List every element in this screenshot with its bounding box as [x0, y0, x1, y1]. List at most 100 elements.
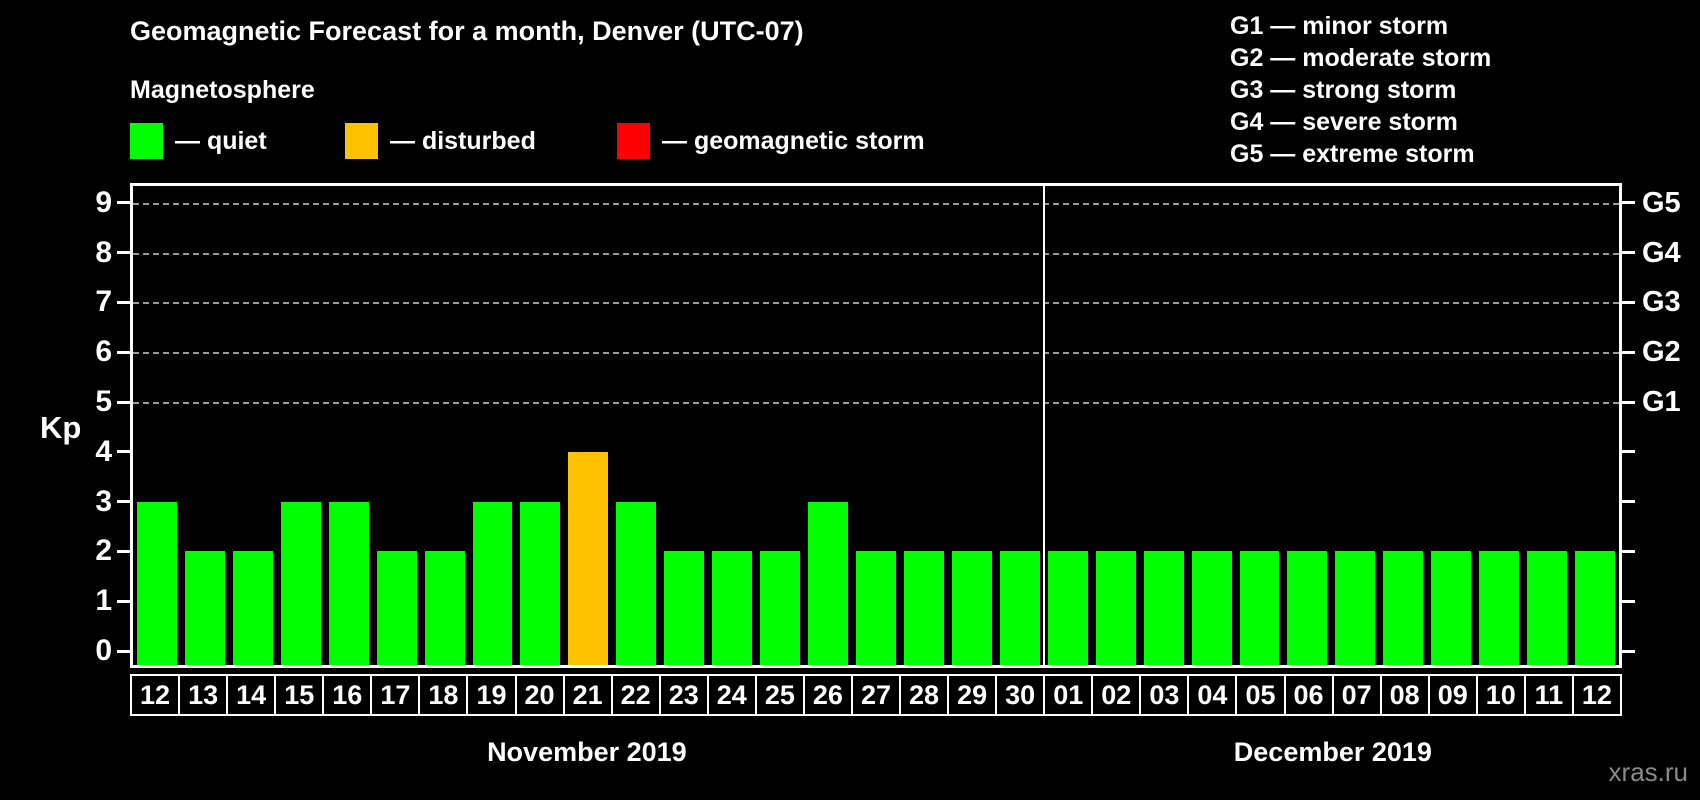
- kp-bar-december-09: [1431, 551, 1472, 665]
- y-axis-tick-label: 1: [95, 584, 112, 618]
- date-cell: 24: [706, 674, 757, 716]
- date-cell: 14: [226, 674, 277, 716]
- y-axis-tick-right: [1622, 350, 1635, 354]
- month-label-november: November 2019: [487, 737, 687, 767]
- kp-bar-november-30: [999, 551, 1040, 665]
- kp-bar-december-11: [1527, 551, 1568, 665]
- date-cell: 11: [1523, 674, 1574, 716]
- y-axis-tick-label: 7: [95, 285, 112, 319]
- date-axis: 12 13 14 15 16 17 18 19 20 21 22 23 24 25 26 27 28 29 30 01…: [130, 674, 1622, 716]
- y-axis-tick-left: [117, 549, 130, 553]
- kp-bar-november-13: [184, 551, 225, 665]
- y-axis-tick-label: 4: [95, 434, 112, 468]
- kp-bar-november-24: [712, 551, 753, 665]
- gridline-kp9: [133, 202, 1619, 205]
- legend-label: — disturbed: [390, 126, 536, 155]
- kp-bar-december-06: [1287, 551, 1328, 665]
- kp-bar-december-01: [1047, 551, 1088, 665]
- kp-bar-november-23: [664, 551, 705, 665]
- kp-bar-december-03: [1143, 551, 1184, 665]
- y-axis-tick-left: [117, 500, 130, 504]
- kp-bar-december-05: [1239, 551, 1280, 665]
- gridline-kp7: [133, 302, 1619, 305]
- disturbed-swatch-icon: [345, 123, 378, 159]
- y-axis-tick-label: 3: [95, 484, 112, 518]
- y-axis-tick-label: 8: [95, 235, 112, 269]
- y-axis-tick-left: [117, 599, 130, 603]
- y-axis-tick-right: [1622, 201, 1635, 205]
- gridline-kp6: [133, 352, 1619, 355]
- kp-bar-november-25: [760, 551, 801, 665]
- kp-bar-november-28: [903, 551, 944, 665]
- kp-bar-november-18: [424, 551, 465, 665]
- kp-bar-november-16: [328, 501, 369, 665]
- date-cell: 18: [418, 674, 469, 716]
- date-cell: 22: [610, 674, 661, 716]
- date-cell: 21: [562, 674, 613, 716]
- kp-bar-december-07: [1335, 551, 1376, 665]
- kp-bar-november-14: [232, 551, 273, 665]
- date-cell: 04: [1187, 674, 1238, 716]
- kp-bar-december-12: [1575, 551, 1615, 665]
- kp-bar-november-15: [280, 501, 321, 665]
- g-legend-line: G1 — minor storm: [1230, 12, 1449, 40]
- date-cell: 16: [322, 674, 373, 716]
- kp-bar-december-08: [1383, 551, 1424, 665]
- storm-swatch-icon: [617, 123, 650, 159]
- date-cell: 28: [899, 674, 950, 716]
- y-axis-tick-right: [1622, 599, 1635, 603]
- g-legend-line: G5 — extreme storm: [1230, 140, 1475, 168]
- date-cell: 12: [130, 674, 181, 716]
- month-divider-line: [1042, 186, 1045, 665]
- kp-bar-november-17: [376, 551, 417, 665]
- g-scale-label-g4: G4: [1642, 236, 1681, 269]
- legend-item-quiet: — quiet: [130, 122, 267, 160]
- watermark: xras.ru: [1608, 757, 1688, 787]
- date-cell: 13: [178, 674, 229, 716]
- y-axis-tick-label: 6: [95, 335, 112, 369]
- date-cell: 05: [1235, 674, 1286, 716]
- y-axis-tick-left: [117, 300, 130, 304]
- kp-bar-december-02: [1095, 551, 1136, 665]
- y-axis-tick-right: [1622, 549, 1635, 553]
- date-cell: 06: [1283, 674, 1334, 716]
- y-axis-tick-label: 5: [95, 385, 112, 418]
- date-cell: 17: [370, 674, 421, 716]
- date-cell: 27: [850, 674, 901, 716]
- date-cell: 09: [1427, 674, 1478, 716]
- date-cell: 15: [274, 674, 325, 716]
- date-cell: 02: [1091, 674, 1142, 716]
- date-cell: 20: [514, 674, 565, 716]
- g-scale-label-g1: G1: [1642, 386, 1681, 418]
- y-axis-tick-left: [117, 201, 130, 205]
- kp-bar-november-27: [856, 551, 896, 665]
- y-axis-tick-right: [1622, 649, 1635, 653]
- kp-bar-november-20: [520, 501, 561, 665]
- date-cell: 12: [1571, 674, 1622, 716]
- date-cell: 07: [1331, 674, 1382, 716]
- kp-bar-november-26: [808, 501, 849, 665]
- kp-bar-november-12: [137, 501, 177, 665]
- date-cell: 25: [754, 674, 805, 716]
- date-cell: 10: [1475, 674, 1526, 716]
- legend-label: — geomagnetic storm: [662, 126, 925, 155]
- kp-bar-november-22: [616, 501, 657, 665]
- y-axis-title: Kp: [40, 410, 82, 445]
- y-axis-tick-right: [1622, 300, 1635, 304]
- kp-bar-december-10: [1479, 551, 1520, 665]
- y-axis-tick-right: [1622, 500, 1635, 504]
- date-cell: 19: [466, 674, 517, 716]
- y-axis-tick-label: 2: [95, 534, 112, 568]
- date-cell: 01: [1043, 674, 1094, 716]
- kp-bar-december-04: [1191, 551, 1232, 665]
- g-legend-line: G3 — strong storm: [1230, 76, 1457, 104]
- date-cell: 26: [802, 674, 853, 716]
- y-axis-tick-left: [117, 400, 130, 404]
- page-title: Geomagnetic Forecast for a month, Denver…: [130, 16, 804, 46]
- legend-item-geomagnetic-storm: — geomagnetic storm: [617, 122, 925, 160]
- y-axis-tick-left: [117, 450, 130, 454]
- gridline-kp5: [133, 402, 1619, 404]
- date-cell: 29: [947, 674, 998, 716]
- legend-item-disturbed: — disturbed: [345, 122, 536, 160]
- kp-bar-november-21: [568, 451, 609, 665]
